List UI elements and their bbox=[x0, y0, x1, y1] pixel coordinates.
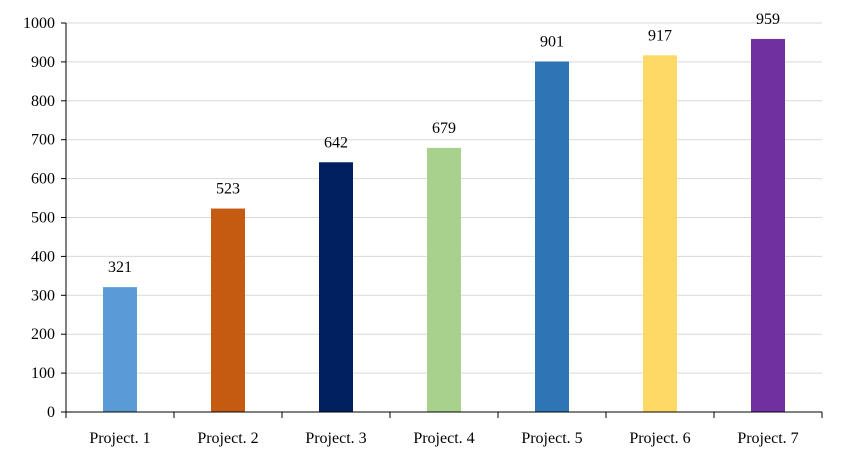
x-tick-label: Project. 2 bbox=[197, 430, 258, 447]
bar bbox=[535, 61, 569, 413]
x-tick-label: Project. 1 bbox=[89, 430, 150, 447]
data-label: 959 bbox=[756, 11, 780, 28]
data-label: 523 bbox=[216, 181, 240, 198]
y-tick-label: 900 bbox=[31, 54, 55, 71]
data-label: 917 bbox=[648, 27, 672, 44]
y-tick-label: 700 bbox=[31, 132, 55, 149]
bar bbox=[427, 147, 461, 412]
x-tick-label: Project. 7 bbox=[737, 430, 798, 447]
y-tick-label: 1000 bbox=[23, 15, 55, 32]
bar bbox=[751, 38, 785, 412]
bars bbox=[103, 38, 785, 413]
y-tick-label: 300 bbox=[31, 287, 55, 304]
x-tick-label: Project. 4 bbox=[413, 430, 474, 447]
y-tick-label: 600 bbox=[31, 171, 55, 188]
bar bbox=[319, 162, 353, 412]
data-label: 321 bbox=[108, 259, 132, 276]
data-label: 642 bbox=[324, 134, 348, 151]
x-tick-label: Project. 5 bbox=[521, 430, 582, 447]
bar bbox=[211, 208, 245, 412]
bar bbox=[103, 287, 137, 412]
axes bbox=[61, 22, 823, 418]
bar bbox=[643, 55, 677, 413]
y-tick-label: 500 bbox=[31, 210, 55, 227]
x-tick-label: Project. 3 bbox=[305, 430, 366, 447]
labels: 0 100 200 300 400 500 600 700 800 900 1000 321 Proje… bbox=[23, 11, 799, 447]
x-tick-label: Project. 6 bbox=[629, 430, 690, 447]
y-tick-label: 100 bbox=[31, 365, 55, 382]
y-tick-label: 400 bbox=[31, 248, 55, 265]
y-tick-label: 800 bbox=[31, 93, 55, 110]
y-tick-label: 200 bbox=[31, 326, 55, 343]
data-label: 679 bbox=[432, 120, 456, 137]
y-tick-label: 0 bbox=[47, 404, 55, 421]
data-label: 901 bbox=[540, 34, 564, 51]
